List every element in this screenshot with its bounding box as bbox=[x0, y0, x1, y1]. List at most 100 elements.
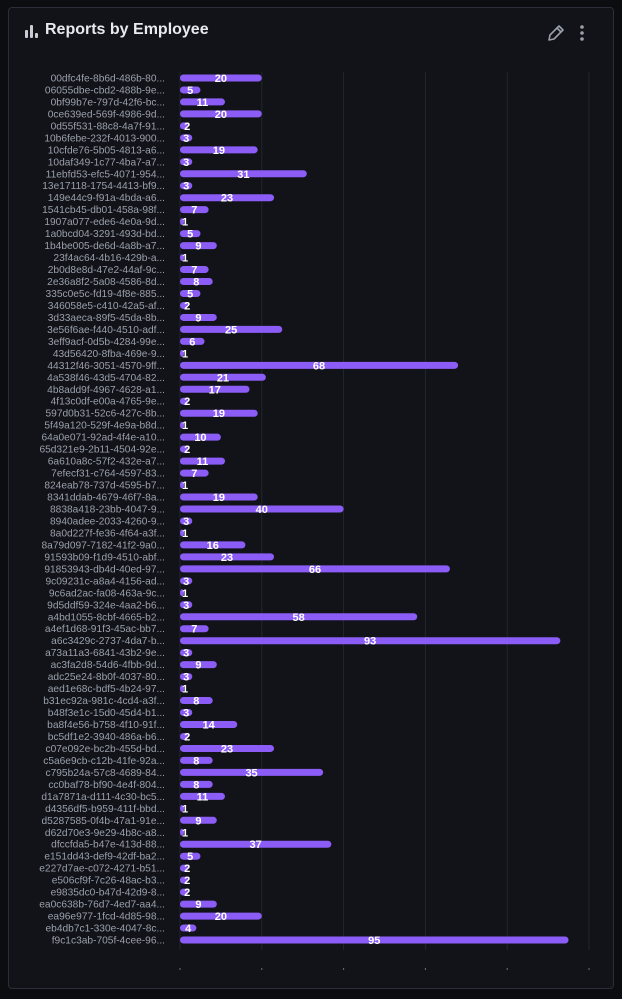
bar[interactable] bbox=[180, 158, 193, 166]
bar[interactable] bbox=[180, 481, 185, 489]
bar[interactable] bbox=[180, 385, 250, 393]
bar[interactable] bbox=[180, 242, 217, 250]
bar[interactable] bbox=[180, 134, 193, 142]
bar[interactable] bbox=[180, 218, 185, 226]
data-label: 7 bbox=[191, 624, 197, 636]
bar[interactable] bbox=[180, 206, 209, 214]
bar[interactable] bbox=[180, 433, 221, 441]
bar[interactable] bbox=[180, 768, 324, 776]
bar[interactable] bbox=[180, 349, 185, 357]
bar[interactable] bbox=[180, 110, 262, 118]
bar[interactable] bbox=[180, 553, 275, 561]
data-label: 1 bbox=[182, 217, 188, 229]
bar[interactable] bbox=[180, 649, 193, 657]
category-label: d1a7871a-d111-4c30-bc5... bbox=[41, 792, 165, 803]
bar[interactable] bbox=[180, 816, 217, 824]
category-label: c795b24a-57c8-4689-84... bbox=[45, 768, 165, 779]
bar[interactable] bbox=[180, 170, 307, 178]
bar[interactable] bbox=[180, 325, 283, 333]
bar[interactable] bbox=[180, 577, 193, 585]
bar[interactable] bbox=[180, 852, 201, 860]
category-label: 9c09231c-a8a4-4156-ad... bbox=[45, 576, 165, 587]
bar[interactable] bbox=[180, 529, 185, 537]
data-label: 5 bbox=[187, 85, 193, 97]
bar[interactable] bbox=[180, 301, 189, 309]
bar[interactable] bbox=[180, 122, 189, 130]
bar[interactable] bbox=[180, 266, 209, 274]
bar[interactable] bbox=[180, 254, 185, 262]
data-label: 58 bbox=[292, 612, 304, 624]
bar[interactable] bbox=[180, 792, 225, 800]
data-label: 2 bbox=[184, 396, 190, 408]
bar[interactable] bbox=[180, 565, 450, 573]
category-label: 43d56420-8fba-469e-9... bbox=[53, 349, 165, 360]
data-label: 8 bbox=[193, 779, 199, 791]
bar[interactable] bbox=[180, 685, 185, 693]
bar[interactable] bbox=[180, 888, 189, 896]
category-label: 91593b09-f1d9-4510-abf... bbox=[44, 552, 165, 563]
category-label: 06055dbe-cbd2-488b-9e... bbox=[45, 85, 165, 96]
bar[interactable] bbox=[180, 780, 213, 788]
bar[interactable] bbox=[180, 912, 262, 920]
data-label: 8 bbox=[193, 755, 199, 767]
bar[interactable] bbox=[180, 86, 201, 94]
bar[interactable] bbox=[180, 936, 569, 944]
bar[interactable] bbox=[180, 709, 193, 717]
category-label: 1a0bcd04-3291-493d-bd... bbox=[45, 229, 165, 240]
bar[interactable] bbox=[180, 601, 193, 609]
bar[interactable] bbox=[180, 278, 213, 286]
bar[interactable] bbox=[180, 457, 225, 465]
bar[interactable] bbox=[180, 505, 344, 513]
category-label: a4ef1d68-91f3-45ac-bb7... bbox=[45, 624, 165, 635]
data-label: 3 bbox=[183, 133, 189, 145]
bar[interactable] bbox=[180, 517, 193, 525]
bar[interactable] bbox=[180, 673, 193, 681]
bar[interactable] bbox=[180, 589, 185, 597]
more-vertical-icon[interactable] bbox=[575, 22, 589, 44]
bar[interactable] bbox=[180, 744, 275, 752]
data-label: 2 bbox=[184, 300, 190, 312]
bar[interactable] bbox=[180, 732, 189, 740]
category-label: d5287585-0f4b-47a1-91e... bbox=[42, 816, 165, 827]
bar[interactable] bbox=[180, 721, 238, 729]
bar[interactable] bbox=[180, 541, 246, 549]
bar[interactable] bbox=[180, 98, 225, 106]
bar[interactable] bbox=[180, 637, 561, 645]
bar[interactable] bbox=[180, 864, 189, 872]
bar[interactable] bbox=[180, 613, 418, 621]
panel-title: Reports by Employee bbox=[45, 21, 209, 38]
bar[interactable] bbox=[180, 661, 217, 669]
bar[interactable] bbox=[180, 230, 201, 238]
bar[interactable] bbox=[180, 876, 189, 884]
bar[interactable] bbox=[180, 469, 209, 477]
data-label: 95 bbox=[368, 935, 380, 947]
bar[interactable] bbox=[180, 397, 189, 405]
pencil-icon[interactable] bbox=[545, 22, 567, 44]
bar[interactable] bbox=[180, 194, 275, 202]
bar[interactable] bbox=[180, 625, 209, 633]
bar[interactable] bbox=[180, 421, 185, 429]
category-label: bc5df1e2-3940-486a-b6... bbox=[48, 732, 165, 743]
bar[interactable] bbox=[180, 373, 266, 381]
bar[interactable] bbox=[180, 289, 201, 297]
bar[interactable] bbox=[180, 828, 185, 836]
data-label: 20 bbox=[215, 911, 227, 923]
bar[interactable] bbox=[180, 182, 193, 190]
bar[interactable] bbox=[180, 146, 258, 154]
category-label: f9c1c3ab-705f-4cee-96... bbox=[52, 936, 165, 947]
bar[interactable] bbox=[180, 756, 213, 764]
bar[interactable] bbox=[180, 74, 262, 82]
bar[interactable] bbox=[180, 840, 332, 848]
bar[interactable] bbox=[180, 313, 217, 321]
bar[interactable] bbox=[180, 409, 258, 417]
bar[interactable] bbox=[180, 900, 217, 908]
bar[interactable] bbox=[180, 924, 197, 932]
data-label: 16 bbox=[207, 540, 219, 552]
category-label: 44312f46-3051-4570-9ff... bbox=[47, 361, 165, 372]
bar[interactable] bbox=[180, 697, 213, 705]
bar[interactable] bbox=[180, 493, 258, 501]
bar[interactable] bbox=[180, 445, 189, 453]
bar[interactable] bbox=[180, 804, 185, 812]
bar[interactable] bbox=[180, 361, 459, 369]
bar[interactable] bbox=[180, 337, 205, 345]
